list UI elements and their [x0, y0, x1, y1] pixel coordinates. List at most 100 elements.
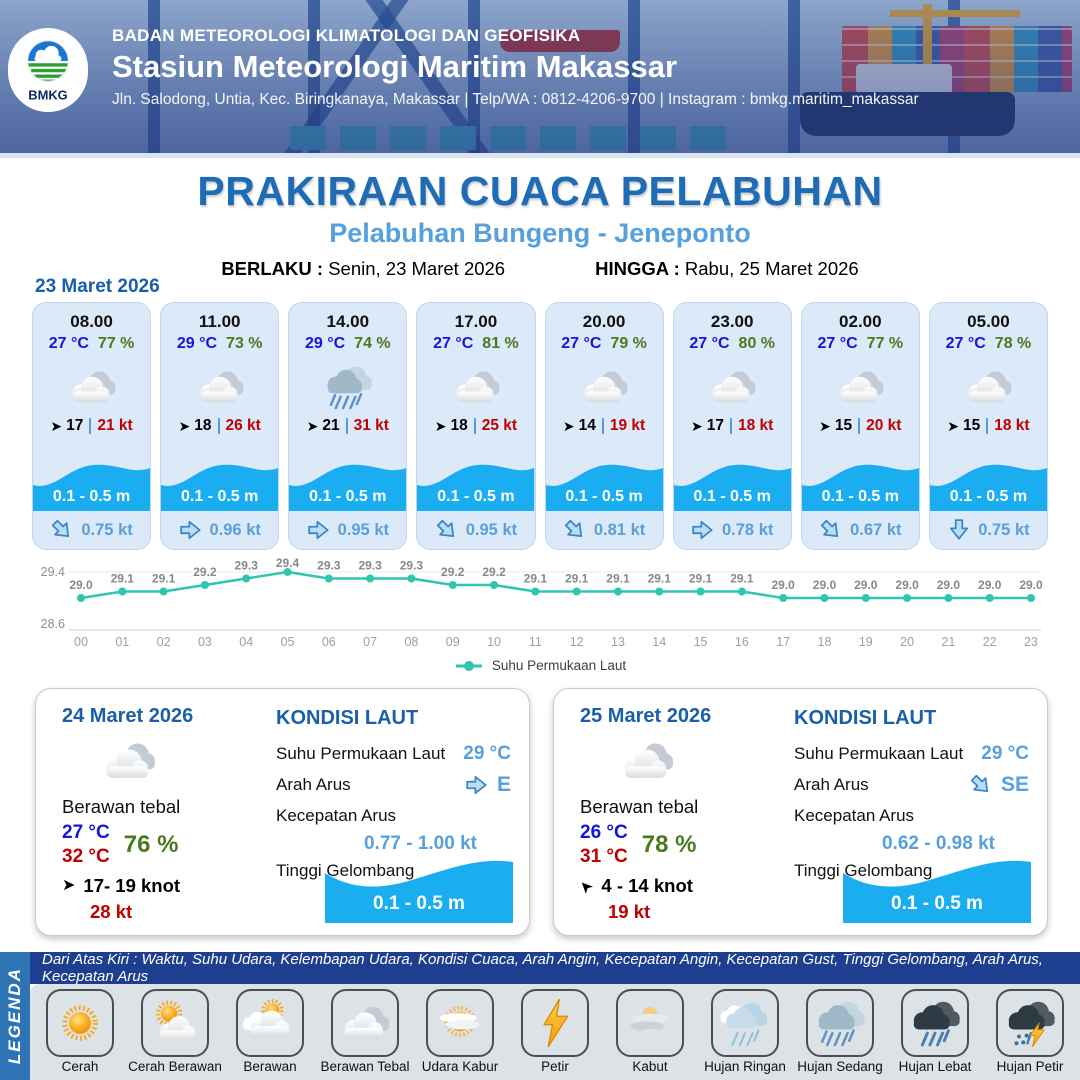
wind-row: ➤ 15 18 kt: [930, 417, 1047, 435]
hourly-card-3: 17.00 27 °C 81 % ➤ 18 25 kt: [416, 302, 536, 550]
wave-height-value: 0.1 - 0.5 m: [373, 893, 465, 914]
legend-item-label: Hujan Sedang: [797, 1059, 883, 1074]
legend-item-1: Cerah Berawan: [128, 989, 222, 1080]
svg-text:00: 00: [74, 635, 88, 649]
daily-date: 24 Maret 2026: [62, 705, 194, 727]
svg-text:22: 22: [983, 635, 997, 649]
hour-label: 17.00: [454, 312, 498, 331]
svg-text:29.1: 29.1: [152, 572, 176, 586]
daily-card-0: 24 Maret 2026 Berawan tebal 27 °C 32 °C …: [35, 688, 530, 936]
legend-item-label: Cerah: [61, 1059, 99, 1074]
weather-icon: [318, 361, 378, 413]
legend-weather-icon: [433, 996, 487, 1050]
legend-icon-tile: [521, 989, 589, 1057]
daily-weather-column: 24 Maret 2026 Berawan tebal 27 °C 32 °C …: [36, 689, 264, 935]
hingga-value: Rabu, 25 Maret 2026: [684, 258, 859, 279]
svg-text:29.1: 29.1: [648, 572, 672, 586]
wave-shape: [417, 464, 535, 511]
legend-icon-tile: [46, 989, 114, 1057]
current-direction-icon: [465, 773, 489, 797]
wind-speed: 14: [578, 417, 596, 434]
wave-shape: [673, 464, 791, 511]
temp-humidity-row: 27 °C 80 %: [674, 335, 791, 353]
wind-speed: 18: [450, 417, 468, 434]
wind-row: ➤ 21 31 kt: [289, 417, 406, 435]
wind-gust-separator: [986, 418, 989, 434]
bmkg-logo: BMKG: [8, 28, 88, 112]
legend-series-label: Suhu Permukaan Laut: [491, 658, 627, 673]
gust-speed: 20 kt: [866, 417, 902, 434]
current-direction-icon: [814, 513, 848, 547]
humidity: 73 %: [226, 335, 263, 352]
svg-text:07: 07: [363, 635, 377, 649]
svg-text:29.0: 29.0: [978, 578, 1002, 592]
hourly-date-heading: 23 Maret 2026: [35, 276, 160, 297]
hour-label: 11.00: [198, 312, 241, 331]
legend-item-label: Berawan: [243, 1059, 297, 1074]
legend-weather-icon: [718, 996, 772, 1050]
wave-height-row: Tinggi Gelombang: [276, 855, 511, 886]
sea-condition-title: KONDISI LAUT: [276, 707, 419, 729]
wave-height-band: 0.1 - 0.5 m: [929, 455, 1047, 511]
hour-label: 02.00: [839, 312, 882, 331]
legend-weather-icon: [148, 996, 202, 1050]
wave-height: 0.1 - 0.5 m: [437, 488, 515, 505]
svg-text:BMKG: BMKG: [28, 87, 67, 102]
hourly-card-7: 05.00 27 °C 78 % ➤ 15 18 kt: [928, 302, 1048, 550]
gust-speed: 19 kt: [609, 417, 646, 434]
svg-text:05: 05: [281, 635, 295, 649]
current-speed: 0.95 kt: [337, 520, 389, 539]
legend-caption-text: Dari Atas Kiri : Waktu, Suhu Udara, Kele…: [42, 951, 1043, 985]
legend-weather-icon: [1003, 996, 1057, 1050]
current-direction-label: Arah Arus: [794, 774, 869, 794]
svg-text:11: 11: [529, 635, 542, 649]
svg-text:29.3: 29.3: [358, 559, 382, 573]
daily-condition: Berawan tebal: [62, 796, 181, 817]
wave-height: 0.1 - 0.5 m: [52, 488, 131, 505]
current-direction-icon: [691, 518, 715, 542]
legend-icons-row: Cerah Cerah Berawan: [30, 984, 1080, 1080]
current-speed: 0.75 kt: [81, 520, 133, 539]
agency-name: BADAN METEOROLOGI KLIMATOLOGI DAN GEOFIS…: [112, 26, 581, 45]
current-direction-value: SE: [1000, 772, 1029, 796]
legend-icon-tile: [236, 989, 304, 1057]
wind-direction-icon: ➤: [434, 418, 447, 434]
wave-shape: [545, 464, 663, 511]
svg-text:21: 21: [941, 635, 955, 649]
current-direction-label: Arah Arus: [276, 774, 351, 794]
legend-item-label: Kabut: [632, 1059, 668, 1074]
legend-title-strip: LEGENDA: [0, 952, 30, 1080]
daily-wind-row: ➤ 4 - 14 knot: [576, 875, 782, 897]
wave-height-value: 0.1 - 0.5 m: [891, 893, 983, 914]
wave-height-band: 0.1 - 0.5 m: [33, 455, 151, 511]
wave-height-band: 0.1 - 0.5 m: [289, 455, 407, 511]
wave-height-band: 0.1 - 0.5 m: [161, 455, 279, 511]
svg-text:29.3: 29.3: [317, 559, 341, 573]
svg-text:29.0: 29.0: [895, 578, 919, 592]
wind-gust-separator: [473, 418, 476, 434]
wave-height-box: 0.1 - 0.5 m: [325, 851, 513, 923]
svg-text:29.2: 29.2: [441, 565, 465, 579]
air-temperature: 27 °C: [945, 335, 986, 352]
svg-text:18: 18: [818, 635, 832, 649]
legend-weather-icon: [338, 996, 392, 1050]
weather-icon: [958, 361, 1018, 413]
bmkg-logo-icon: BMKG: [27, 40, 69, 102]
current-direction-icon: [430, 513, 464, 547]
svg-text:17: 17: [776, 635, 790, 649]
daily-humidity: 78 %: [641, 830, 697, 858]
svg-text:13: 13: [611, 635, 625, 649]
legend-item-6: Kabut: [605, 989, 695, 1080]
wind-row: ➤ 17 21 kt: [33, 417, 150, 435]
legend-icon-tile: [616, 989, 684, 1057]
wave-shape: [289, 464, 407, 511]
daily-temps: 27 °C 32 °C 76 %: [62, 821, 264, 869]
svg-text:10: 10: [487, 635, 501, 649]
svg-text:23: 23: [1024, 635, 1038, 649]
legend-item-0: Cerah: [35, 989, 125, 1080]
gust-speed: 25 kt: [481, 417, 518, 434]
wind-gust-separator: [345, 418, 348, 434]
legend-icon-tile: [141, 989, 209, 1057]
wind-row: ➤ 14 19 kt: [546, 417, 663, 435]
